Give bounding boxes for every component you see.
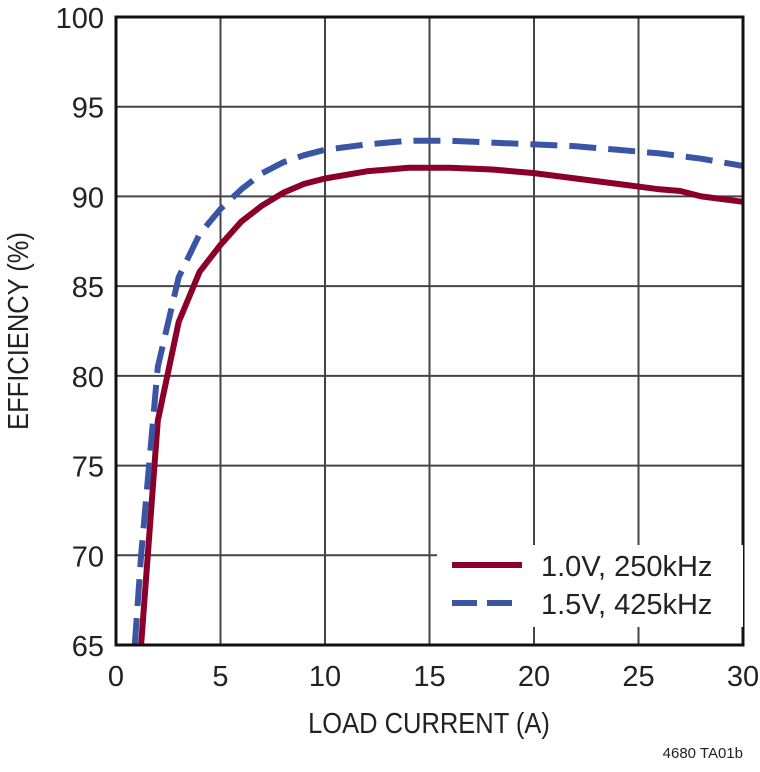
legend-background <box>437 545 743 627</box>
series-lines <box>131 137 744 646</box>
y-tick-label: 65 <box>72 631 104 663</box>
x-axis-label: LOAD CURRENT (A) <box>308 706 550 739</box>
x-tick-label: 20 <box>518 661 550 693</box>
x-tick-label: 15 <box>413 661 445 693</box>
y-axis-label: EFFICIENCY (%) <box>1 232 34 430</box>
y-tick-label: 100 <box>56 3 104 35</box>
x-tick-label: 30 <box>727 661 759 693</box>
footnote: 4680 TA01b <box>663 745 743 762</box>
x-tick-label: 25 <box>622 661 654 693</box>
series-line-1 <box>138 164 744 646</box>
y-tick-label: 70 <box>72 541 104 573</box>
plot-frame <box>114 15 745 647</box>
legend-label: 1.5V, 425kHz <box>541 589 712 621</box>
y-tick-label: 95 <box>72 93 104 125</box>
grid <box>115 16 744 646</box>
y-tick-label: 75 <box>72 452 104 484</box>
x-tick-label: 10 <box>309 661 341 693</box>
legend-label: 1.0V, 250kHz <box>541 551 712 583</box>
y-tick-label: 85 <box>72 272 104 304</box>
legend: 1.0V, 250kHz 1.5V, 425kHz <box>437 545 743 627</box>
y-tick-label: 90 <box>72 182 104 214</box>
x-tick-label: 0 <box>108 661 124 693</box>
tick-labels: 0 5 10 15 20 25 30 65 70 75 80 85 90 95 100 <box>56 3 760 693</box>
y-tick-label: 80 <box>72 362 104 394</box>
x-tick-label: 5 <box>212 661 228 693</box>
